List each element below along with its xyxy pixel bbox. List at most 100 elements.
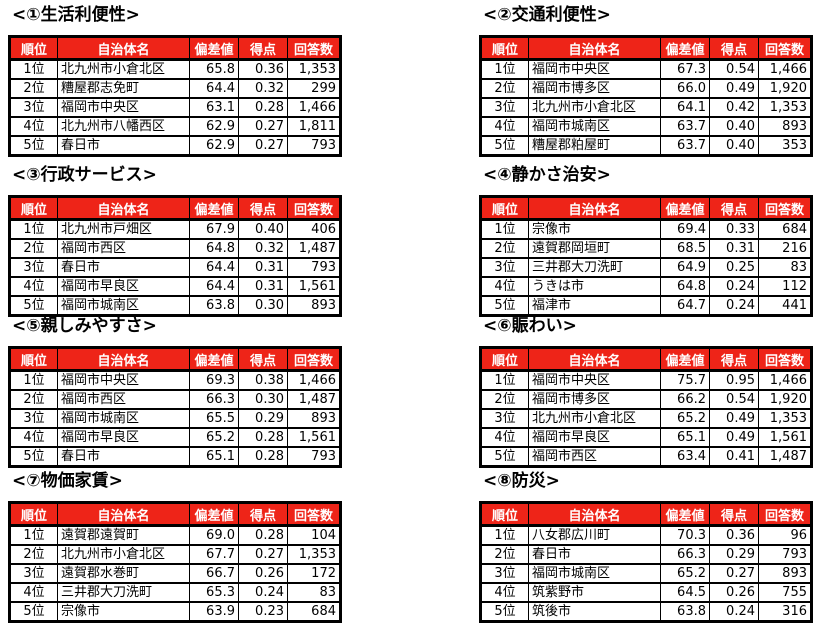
deviation-cell: 65.1 [660,427,710,448]
column-header: 偏差値 [660,502,710,527]
table-row: 1位 八女郡広川町 70.3 0.36 96 [480,525,812,546]
deviation-cell: 65.5 [189,408,239,429]
municipality-cell: 宗像市 [57,601,190,623]
deviation-cell: 64.7 [660,295,710,317]
ranking-table: 順位 自治体名 偏差値 得点 回答数 1位 宗像市 69.4 0.33 684 2位 遠賀郡岡垣町 68… [479,195,813,317]
table-row: 3位 福岡市城南区 65.5 0.29 893 [9,408,341,429]
responses-cell: 893 [287,408,341,429]
responses-cell: 83 [287,582,341,603]
deviation-cell: 67.9 [189,219,239,240]
column-header: 回答数 [287,196,341,221]
responses-cell: 83 [758,257,812,278]
score-cell: 0.24 [709,276,759,297]
rank-cell: 1位 [9,59,58,80]
rank-cell: 3位 [9,563,58,584]
deviation-cell: 66.2 [660,389,710,410]
score-cell: 0.29 [238,408,288,429]
column-header: 順位 [480,347,529,372]
responses-cell: 216 [758,238,812,259]
municipality-cell: 北九州市小倉北区 [528,408,661,429]
table-row: 3位 遠賀郡水巻町 66.7 0.26 172 [9,563,341,584]
deviation-cell: 64.8 [189,238,239,259]
deviation-cell: 69.3 [189,370,239,391]
column-header: 自治体名 [57,196,190,221]
score-cell: 0.31 [238,276,288,297]
responses-cell: 1,811 [287,116,341,137]
responses-cell: 1,561 [287,276,341,297]
deviation-cell: 64.4 [189,257,239,278]
deviation-cell: 66.3 [189,389,239,410]
column-header: 偏差値 [660,36,710,61]
score-cell: 0.31 [238,257,288,278]
responses-cell: 684 [287,601,341,623]
responses-cell: 299 [287,78,341,99]
responses-cell: 1,466 [758,59,812,80]
deviation-cell: 63.8 [189,295,239,317]
deviation-cell: 63.8 [660,601,710,623]
score-cell: 0.28 [238,446,288,468]
deviation-cell: 70.3 [660,525,710,546]
table-row: 1位 宗像市 69.4 0.33 684 [480,219,812,240]
municipality-cell: 北九州市八幡西区 [57,116,190,137]
rank-cell: 2位 [480,238,529,259]
column-header: 自治体名 [528,502,661,527]
responses-cell: 96 [758,525,812,546]
municipality-cell: 糟屋郡粕屋町 [528,135,661,157]
column-header: 得点 [709,196,759,221]
deviation-cell: 64.5 [660,582,710,603]
score-cell: 0.40 [709,116,759,137]
ranking-table: 順位 自治体名 偏差値 得点 回答数 1位 八女郡広川町 70.3 0.36 96 2位 春日市 66.… [479,501,813,623]
column-header: 得点 [238,502,288,527]
column-header: 自治体名 [528,36,661,61]
municipality-cell: 福岡市博多区 [528,78,661,99]
deviation-cell: 64.8 [660,276,710,297]
deviation-cell: 62.9 [189,116,239,137]
score-cell: 0.26 [709,582,759,603]
table-title: <③行政サービス> [12,165,157,185]
responses-cell: 793 [287,446,341,468]
rank-cell: 2位 [480,389,529,410]
column-header: 偏差値 [660,347,710,372]
score-cell: 0.24 [238,582,288,603]
municipality-cell: 福岡市西区 [57,389,190,410]
municipality-cell: 福岡市西区 [528,446,661,468]
municipality-cell: 遠賀郡岡垣町 [528,238,661,259]
municipality-cell: 筑後市 [528,601,661,623]
table-row: 3位 福岡市城南区 65.2 0.27 893 [480,563,812,584]
table-row: 4位 筑紫野市 64.5 0.26 755 [480,582,812,603]
column-header: 順位 [9,36,58,61]
table-title: <⑧防災> [483,471,560,491]
ranking-table: 順位 自治体名 偏差値 得点 回答数 1位 遠賀郡遠賀町 69.0 0.28 104 2位 北九州市小… [8,501,342,623]
municipality-cell: 福津市 [528,295,661,317]
table-row: 3位 北九州市小倉北区 64.1 0.42 1,353 [480,97,812,118]
deviation-cell: 65.2 [189,427,239,448]
deviation-cell: 65.2 [660,563,710,584]
score-cell: 0.27 [238,116,288,137]
header-row: 順位 自治体名 偏差値 得点 回答数 [9,36,341,61]
deviation-cell: 63.7 [660,116,710,137]
column-header: 順位 [480,36,529,61]
deviation-cell: 62.9 [189,135,239,157]
column-header: 偏差値 [189,347,239,372]
table-row: 1位 北九州市小倉北区 65.8 0.36 1,353 [9,59,341,80]
municipality-cell: 遠賀郡遠賀町 [57,525,190,546]
municipality-cell: 福岡市早良区 [528,427,661,448]
ranking-block: <⑧防災> 順位 自治体名 偏差値 得点 回答数 1位 八女郡広川町 70.3 0.36 96 2位春… [479,470,813,623]
responses-cell: 1,487 [287,238,341,259]
table-title: <②交通利便性> [483,5,611,25]
header-row: 順位 自治体名 偏差値 得点 回答数 [9,196,341,221]
table-row: 2位 福岡市西区 64.8 0.32 1,487 [9,238,341,259]
score-cell: 0.28 [238,525,288,546]
score-cell: 0.30 [238,389,288,410]
table-row: 5位 糟屋郡粕屋町 63.7 0.40 353 [480,135,812,157]
rank-cell: 5位 [9,295,58,317]
score-cell: 0.41 [709,446,759,468]
rank-cell: 3位 [9,257,58,278]
municipality-cell: 福岡市城南区 [57,408,190,429]
score-cell: 0.40 [709,135,759,157]
responses-cell: 353 [758,135,812,157]
deviation-cell: 64.4 [189,276,239,297]
column-header: 得点 [709,347,759,372]
column-header: 偏差値 [189,196,239,221]
score-cell: 0.28 [238,97,288,118]
